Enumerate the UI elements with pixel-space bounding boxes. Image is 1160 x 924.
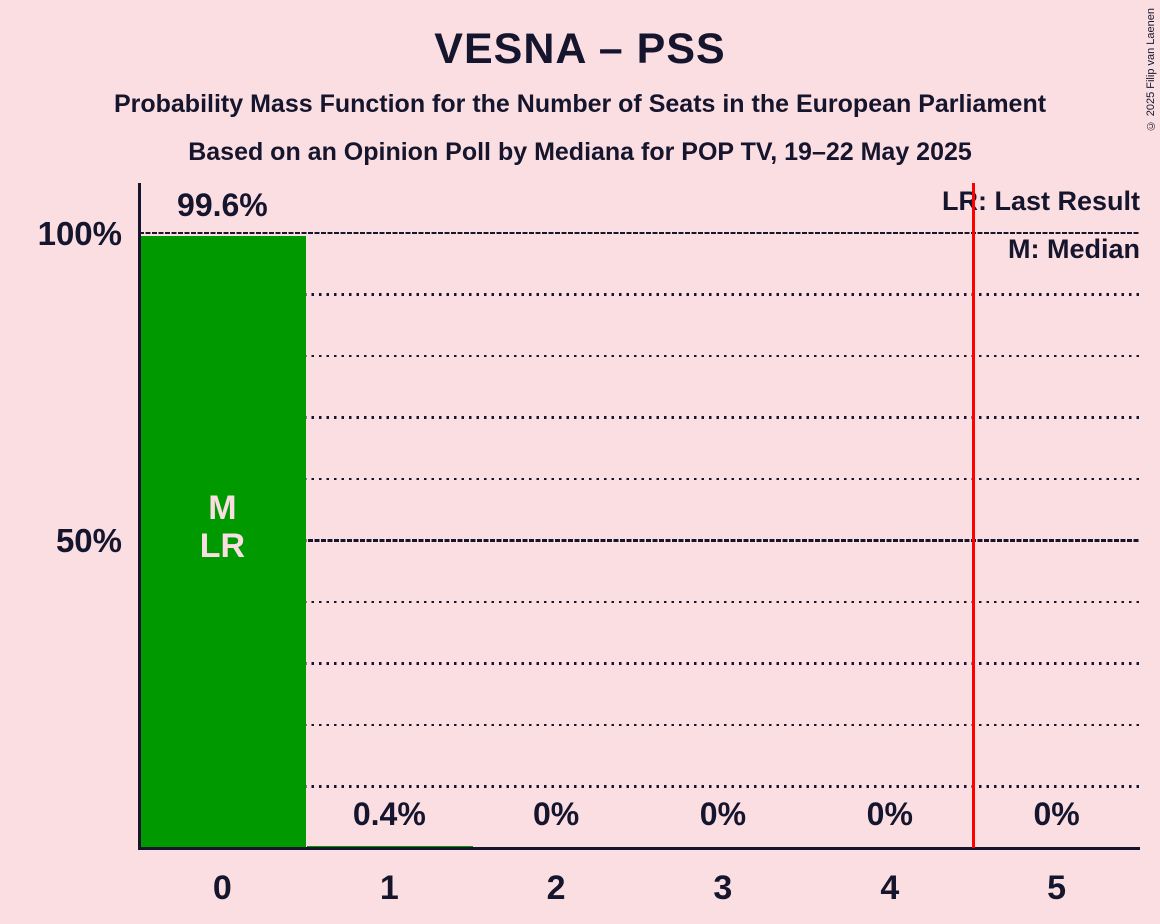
gridline-60pct — [139, 477, 1140, 481]
gridline-30pct — [139, 662, 1140, 665]
x-axis-label-1: 1 — [379, 869, 399, 907]
gridline-80pct — [139, 354, 1140, 358]
value-label-4: 0% — [866, 796, 913, 832]
gridline-20pct — [139, 723, 1140, 727]
legend-last-result: LR: Last Result — [941, 186, 1140, 216]
x-axis-label-4: 4 — [880, 869, 900, 907]
y-axis-label-50: 50% — [55, 522, 122, 559]
value-label-1: 0.4% — [352, 796, 426, 832]
red-marker-line — [971, 183, 975, 848]
bar-seats-0 — [140, 235, 306, 848]
bar-annotation-m: M — [208, 489, 237, 527]
value-label-2: 0% — [532, 796, 580, 832]
value-label-5: 0% — [1033, 796, 1080, 832]
gridline-solid-50pct — [139, 539, 1140, 542]
gridline-10pct — [139, 785, 1140, 788]
x-axis-label-2: 2 — [546, 869, 566, 907]
x-axis-label-0: 0 — [212, 869, 232, 907]
x-axis-label-3: 3 — [713, 869, 733, 907]
x-axis-label-5: 5 — [1047, 869, 1067, 907]
value-label-3: 0% — [699, 796, 747, 832]
gridline-70pct — [139, 416, 1140, 419]
gridline-40pct — [139, 600, 1140, 604]
legend-median: M: Median — [1008, 234, 1140, 264]
gridline-90pct — [139, 293, 1140, 296]
gridline-solid-100pct — [139, 231, 1140, 235]
chart-source-line: Based on an Opinion Poll by Mediana for … — [188, 138, 972, 166]
x-axis-line — [138, 846, 1140, 850]
value-label-0: 99.6% — [177, 187, 268, 223]
chart-title: VESNA – PSS — [434, 25, 726, 73]
chart-subtitle: Probability Mass Function for the Number… — [113, 90, 1047, 118]
y-axis-line — [138, 183, 141, 848]
y-axis-label-100: 100% — [37, 215, 122, 252]
bar-annotation-lr: LR — [199, 527, 246, 565]
